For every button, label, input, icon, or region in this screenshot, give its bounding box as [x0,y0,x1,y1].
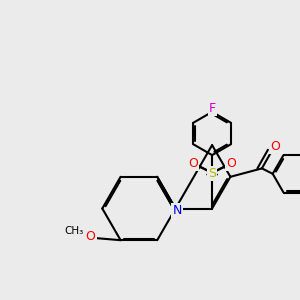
Text: CH₃: CH₃ [64,226,84,236]
Text: O: O [270,140,280,153]
Text: F: F [208,102,216,115]
Text: S: S [208,167,216,180]
Text: N: N [172,203,182,217]
Text: O: O [189,157,198,170]
Text: O: O [226,157,236,170]
Text: O: O [86,230,95,243]
